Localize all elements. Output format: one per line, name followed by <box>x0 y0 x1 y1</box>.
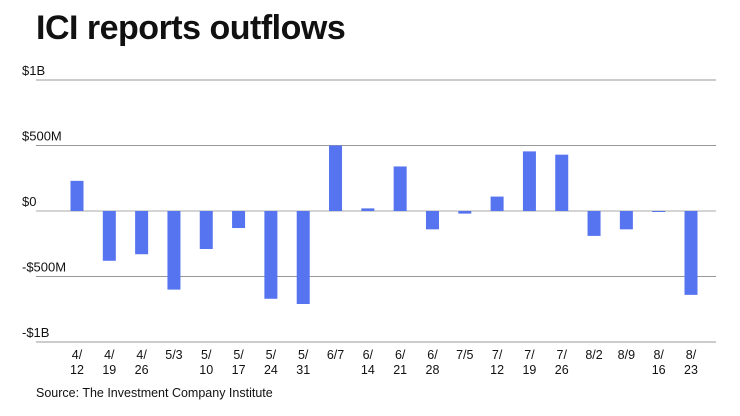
bar <box>458 211 472 214</box>
x-tick-line: 26 <box>135 363 149 377</box>
x-tick-label: 7/19 <box>522 348 536 377</box>
x-tick-line: 12 <box>70 363 84 377</box>
x-tick-label: 5/24 <box>264 348 278 377</box>
bar <box>619 211 633 230</box>
x-tick-line: 8/2 <box>585 348 602 362</box>
x-tick-line: 19 <box>102 363 116 377</box>
x-tick-line: 8/ <box>686 348 697 362</box>
x-tick-line: 4/ <box>104 348 115 362</box>
x-tick-label: 8/23 <box>684 348 698 377</box>
y-tick-label: $1B <box>22 63 45 78</box>
x-tick-line: 16 <box>652 363 666 377</box>
x-tick-line: 5/ <box>266 348 277 362</box>
x-tick-line: 4/ <box>72 348 83 362</box>
x-tick-line: 6/ <box>363 348 374 362</box>
x-tick-line: 23 <box>684 363 698 377</box>
x-tick-label: 6/14 <box>361 348 375 377</box>
bars <box>70 145 698 305</box>
chart-title: ICI reports outflows <box>36 9 346 47</box>
x-tick-line: 6/ <box>395 348 406 362</box>
y-tick-label: -$1B <box>22 325 49 340</box>
x-tick-label: 4/12 <box>70 348 84 377</box>
bar <box>652 211 666 212</box>
y-tick-label: $0 <box>22 194 36 209</box>
x-tick-label: 4/26 <box>135 348 149 377</box>
x-axis-ticks: 4/124/194/265/3 5/105/175/245/316/7 6/146/… <box>70 348 698 377</box>
bar <box>490 196 504 211</box>
x-tick-line: 7/5 <box>456 348 473 362</box>
bar <box>102 211 116 261</box>
bar <box>70 180 84 211</box>
x-tick-label: 8/2 <box>585 348 602 362</box>
bar <box>425 211 439 230</box>
y-tick-label: -$500M <box>22 260 66 275</box>
bar <box>361 208 375 211</box>
x-tick-label: 5/3 <box>165 348 182 362</box>
x-tick-line: 8/9 <box>618 348 635 362</box>
x-tick-label: 6/28 <box>426 348 440 377</box>
x-tick-line: 5/ <box>233 348 244 362</box>
x-tick-line: 7/ <box>524 348 535 362</box>
x-tick-line: 6/7 <box>327 348 344 362</box>
bar <box>522 151 536 211</box>
x-tick-label: 6/7 <box>327 348 344 362</box>
source-note: Source: The Investment Company Institute <box>36 386 273 400</box>
x-tick-line: 10 <box>199 363 213 377</box>
y-axis-ticks: $1B $500M $0 -$500M -$1B <box>22 63 66 340</box>
x-tick-label: 5/31 <box>296 348 310 377</box>
x-tick-line: 7/ <box>492 348 503 362</box>
x-tick-line: 8/ <box>653 348 664 362</box>
x-tick-line: 26 <box>555 363 569 377</box>
x-tick-line: 31 <box>296 363 310 377</box>
x-tick-label: 6/21 <box>393 348 407 377</box>
x-tick-label: 7/26 <box>555 348 569 377</box>
x-tick-label: 8/16 <box>652 348 666 377</box>
bar <box>232 211 246 229</box>
bar <box>684 211 698 295</box>
x-tick-line: 19 <box>522 363 536 377</box>
bar <box>329 145 343 211</box>
x-tick-line: 4/ <box>136 348 147 362</box>
gridlines <box>36 79 716 343</box>
bar <box>199 211 213 249</box>
x-tick-label: 4/19 <box>102 348 116 377</box>
x-tick-line: 17 <box>232 363 246 377</box>
x-tick-label: 7/5 <box>456 348 473 362</box>
x-tick-line: 7/ <box>557 348 568 362</box>
y-tick-label: $500M <box>22 129 62 144</box>
x-tick-line: 5/ <box>298 348 309 362</box>
x-tick-label: 7/12 <box>490 348 504 377</box>
bar <box>135 211 149 255</box>
x-tick-line: 24 <box>264 363 278 377</box>
bar <box>555 154 569 211</box>
x-tick-line: 14 <box>361 363 375 377</box>
x-tick-line: 28 <box>426 363 440 377</box>
x-tick-line: 5/ <box>201 348 212 362</box>
bar <box>393 166 407 211</box>
bar <box>296 211 310 305</box>
x-tick-line: 12 <box>490 363 504 377</box>
x-tick-line: 5/3 <box>165 348 182 362</box>
x-tick-label: 5/17 <box>232 348 246 377</box>
x-tick-label: 8/9 <box>618 348 635 362</box>
bar <box>264 211 278 299</box>
bar <box>167 211 181 290</box>
x-tick-line: 21 <box>393 363 407 377</box>
x-tick-line: 6/ <box>427 348 438 362</box>
bar <box>587 211 601 236</box>
x-tick-label: 5/10 <box>199 348 213 377</box>
